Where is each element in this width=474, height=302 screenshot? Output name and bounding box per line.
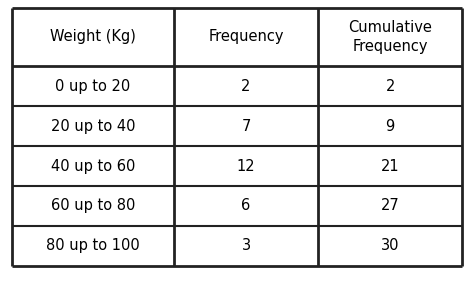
Text: 2: 2 <box>385 79 395 94</box>
Text: 0 up to 20: 0 up to 20 <box>55 79 130 94</box>
Text: 60 up to 80: 60 up to 80 <box>51 198 135 214</box>
Text: 21: 21 <box>381 159 400 174</box>
Text: Cumulative
Frequency: Cumulative Frequency <box>348 20 432 54</box>
Text: 12: 12 <box>237 159 255 174</box>
Text: 80 up to 100: 80 up to 100 <box>46 238 140 253</box>
Text: 30: 30 <box>381 238 400 253</box>
Text: 6: 6 <box>241 198 251 214</box>
Text: 2: 2 <box>241 79 251 94</box>
Text: 27: 27 <box>381 198 400 214</box>
Text: 7: 7 <box>241 119 251 134</box>
Text: 20 up to 40: 20 up to 40 <box>51 119 135 134</box>
Text: Weight (Kg): Weight (Kg) <box>50 30 136 44</box>
Text: 3: 3 <box>241 238 251 253</box>
Text: 40 up to 60: 40 up to 60 <box>51 159 135 174</box>
Text: Frequency: Frequency <box>208 30 284 44</box>
Text: 9: 9 <box>385 119 395 134</box>
